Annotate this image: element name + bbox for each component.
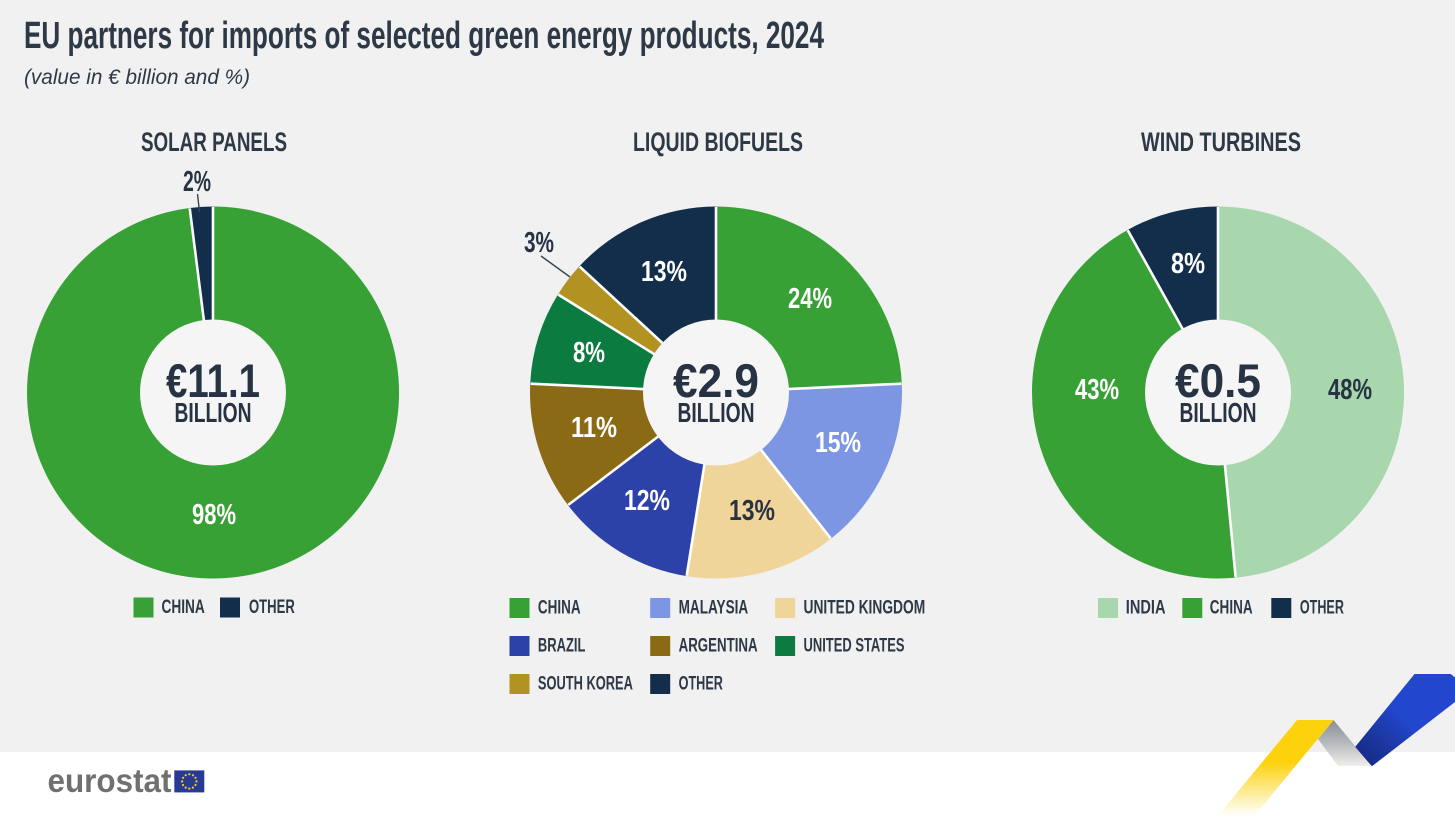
svg-text:2%: 2% — [183, 166, 211, 198]
svg-text:CHINA: CHINA — [538, 597, 581, 619]
svg-text:UNITED STATES: UNITED STATES — [804, 635, 905, 657]
svg-text:12%: 12% — [624, 485, 670, 517]
svg-text:EU partners for imports of sel: EU partners for imports of selected gree… — [24, 15, 824, 57]
svg-text:43%: 43% — [1075, 374, 1119, 406]
svg-text:11%: 11% — [571, 412, 617, 444]
svg-text:15%: 15% — [815, 427, 861, 459]
svg-text:UNITED KINGDOM: UNITED KINGDOM — [804, 597, 926, 619]
svg-text:13%: 13% — [729, 495, 775, 527]
svg-text:OTHER: OTHER — [679, 673, 723, 695]
svg-text:SOLAR PANELS: SOLAR PANELS — [141, 127, 287, 157]
svg-text:INDIA: INDIA — [1126, 597, 1166, 619]
svg-text:(value in € billion and %): (value in € billion and %) — [24, 66, 250, 89]
svg-text:13%: 13% — [641, 256, 687, 288]
svg-text:8%: 8% — [1171, 248, 1205, 280]
svg-text:CHINA: CHINA — [162, 596, 205, 618]
svg-text:BILLION: BILLION — [1180, 397, 1257, 428]
svg-text:BRAZIL: BRAZIL — [538, 635, 586, 657]
svg-text:3%: 3% — [524, 227, 554, 259]
svg-text:SOUTH KOREA: SOUTH KOREA — [538, 673, 633, 695]
svg-text:eurostat: eurostat — [48, 762, 172, 799]
svg-text:24%: 24% — [788, 283, 832, 315]
svg-text:OTHER: OTHER — [249, 596, 295, 618]
svg-text:€0.5: €0.5 — [1175, 354, 1261, 407]
svg-text:LIQUID BIOFUELS: LIQUID BIOFUELS — [633, 127, 803, 157]
svg-text:98%: 98% — [192, 499, 236, 531]
svg-text:BILLION: BILLION — [678, 397, 755, 428]
svg-text:8%: 8% — [573, 337, 605, 369]
svg-text:48%: 48% — [1328, 374, 1372, 406]
svg-text:MALAYSIA: MALAYSIA — [679, 597, 749, 619]
svg-text:€11.1: €11.1 — [166, 354, 260, 407]
svg-text:ARGENTINA: ARGENTINA — [679, 635, 758, 657]
svg-text:€2.9: €2.9 — [673, 354, 759, 407]
svg-text:CHINA: CHINA — [1210, 597, 1253, 619]
svg-text:BILLION: BILLION — [175, 397, 252, 428]
svg-text:OTHER: OTHER — [1300, 597, 1344, 619]
svg-text:WIND TURBINES: WIND TURBINES — [1141, 127, 1301, 157]
